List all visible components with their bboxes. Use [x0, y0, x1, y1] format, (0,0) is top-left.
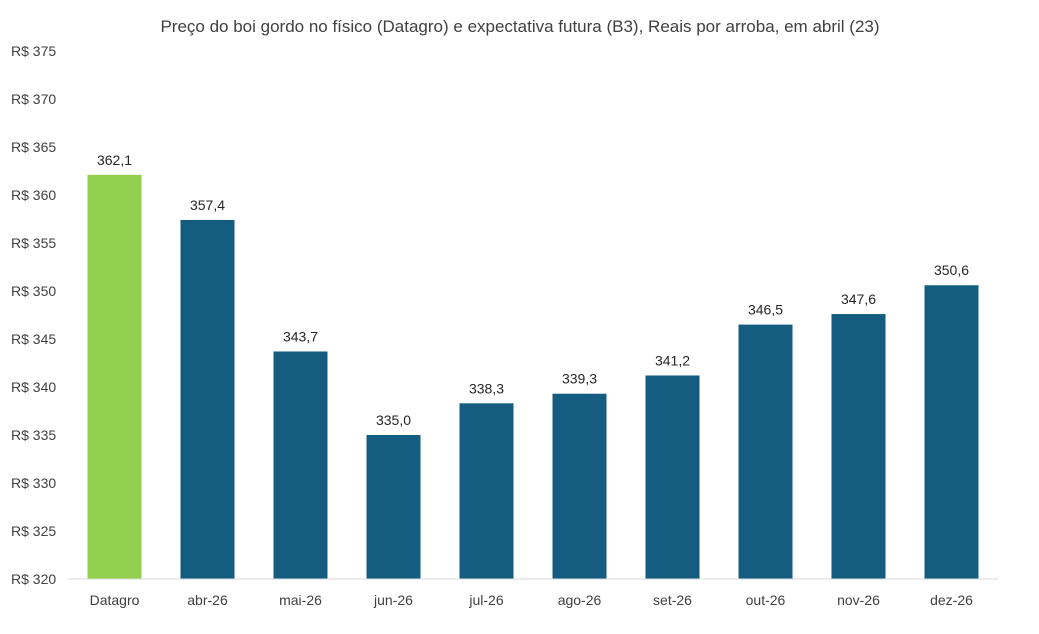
x-tick-label: set-26 [653, 592, 692, 608]
y-tick-label: R$ 370 [11, 91, 56, 107]
data-label: 346,5 [748, 302, 783, 318]
y-axis: R$ 320 R$ 325 R$ 330 R$ 335 R$ 340 R$ 345 R$ 3… [11, 43, 56, 587]
bar-set-26 [645, 375, 700, 579]
data-label: 347,6 [841, 291, 876, 307]
bar-abr-26 [180, 219, 235, 579]
x-axis: Datagro abr-26 mai-26 jun-26 jul-26 ago-26 set… [90, 592, 974, 608]
data-label: 343,7 [283, 328, 318, 344]
x-tick-label: jul-26 [468, 592, 503, 608]
bar-dez-26 [924, 285, 979, 579]
bar-mai-26 [273, 351, 328, 579]
data-label: 357,4 [190, 197, 225, 213]
bars-group [87, 174, 979, 579]
y-tick-label: R$ 375 [11, 43, 56, 59]
bar-out-26 [738, 324, 793, 579]
data-label: 335,0 [376, 412, 411, 428]
x-tick-label: nov-26 [837, 592, 880, 608]
bar-nov-26 [831, 314, 886, 579]
data-label: 350,6 [934, 262, 969, 278]
x-tick-label: mai-26 [279, 592, 322, 608]
x-tick-label: out-26 [746, 592, 786, 608]
bar-jul-26 [459, 403, 514, 579]
y-tick-label: R$ 345 [11, 331, 56, 347]
x-tick-label: Datagro [90, 592, 140, 608]
x-tick-label: jun-26 [373, 592, 413, 608]
y-tick-label: R$ 355 [11, 235, 56, 251]
y-tick-label: R$ 320 [11, 571, 56, 587]
data-label: 341,2 [655, 352, 690, 368]
data-labels-group: 362,1 357,4 343,7 335,0 338,3 339,3 341,2 346,5… [97, 152, 969, 428]
bar-jun-26 [366, 435, 421, 579]
x-tick-label: ago-26 [558, 592, 602, 608]
data-label: 362,1 [97, 152, 132, 168]
y-tick-label: R$ 340 [11, 379, 56, 395]
chart-title: Preço do boi gordo no físico (Datagro) e… [160, 17, 879, 36]
y-tick-label: R$ 325 [11, 523, 56, 539]
bar-ago-26 [552, 393, 607, 579]
x-tick-label: abr-26 [187, 592, 228, 608]
y-tick-label: R$ 350 [11, 283, 56, 299]
bar-datagro [87, 174, 142, 579]
y-tick-label: R$ 360 [11, 187, 56, 203]
y-tick-label: R$ 365 [11, 139, 56, 155]
data-label: 338,3 [469, 380, 504, 396]
y-tick-label: R$ 335 [11, 427, 56, 443]
data-label: 339,3 [562, 371, 597, 387]
y-tick-label: R$ 330 [11, 475, 56, 491]
x-tick-label: dez-26 [930, 592, 973, 608]
